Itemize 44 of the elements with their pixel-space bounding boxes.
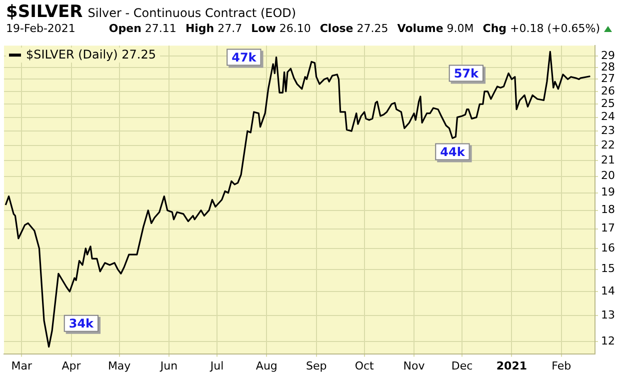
- x-tick-label: Jun: [159, 359, 178, 372]
- y-tick-label: 15: [601, 262, 616, 276]
- annotation: 44k: [440, 144, 466, 159]
- text: Open 27.11: [108, 22, 176, 35]
- text: Close 27.25: [320, 22, 388, 35]
- text: Low 26.10: [251, 22, 311, 35]
- text: Volume 9.0M: [397, 22, 474, 35]
- y-tick-label: 19: [601, 186, 616, 199]
- legend-label: $SILVER (Daily) 27.25: [26, 48, 156, 62]
- annotation: 47k: [232, 50, 258, 64]
- x-tick-label: Aug: [256, 359, 278, 372]
- y-tick-label: 16: [601, 241, 616, 254]
- x-tick-label: Mar: [11, 359, 32, 372]
- text: Chg +0.18 (+0.65%): [482, 22, 600, 35]
- x-tick-label: May: [108, 359, 132, 372]
- y-tick-label: 23: [601, 124, 616, 137]
- x-tick-label: Sep: [306, 359, 327, 372]
- x-tick-label: Dec: [451, 359, 473, 372]
- y-tick-label: 27: [601, 72, 616, 86]
- y-tick-label: 20: [601, 169, 616, 182]
- y-tick-label: 28: [601, 60, 616, 74]
- x-tick-label: Nov: [403, 359, 426, 372]
- y-tick-label: 29: [601, 48, 616, 62]
- y-tick-label: 25: [601, 96, 616, 110]
- x-tick-label: Jul: [209, 359, 224, 372]
- x-tick-label: Oct: [354, 359, 375, 372]
- y-tick-label: 26: [601, 84, 616, 98]
- y-tick-label: 13: [601, 308, 616, 322]
- annotation: 34k: [68, 316, 95, 330]
- annotation: 57k: [454, 66, 480, 80]
- y-tick-label: 12: [601, 334, 616, 348]
- x-tick-label: 2021: [496, 359, 528, 372]
- y-tick-label: 14: [601, 284, 616, 298]
- x-tick-label: Feb: [552, 359, 572, 372]
- y-tick-label: 21: [601, 153, 616, 166]
- chart-title: $SILVER: [6, 2, 83, 22]
- text: 19-Feb-2021: [6, 22, 76, 35]
- y-tick-label: 17: [601, 222, 616, 235]
- chart-subtitle: Silver - Continuous Contract (EOD): [88, 6, 296, 20]
- y-tick-label: 24: [601, 110, 616, 124]
- y-tick-label: 18: [601, 203, 616, 216]
- text: High 27.7: [185, 22, 242, 35]
- y-tick-label: 22: [601, 138, 616, 152]
- x-tick-label: Apr: [62, 359, 82, 372]
